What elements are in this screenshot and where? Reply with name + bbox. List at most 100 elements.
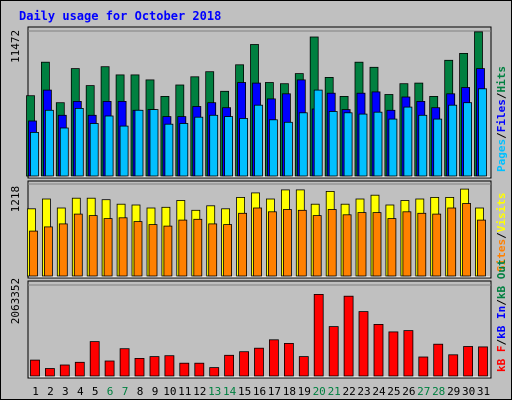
bar-kb-f-day-28: [433, 343, 444, 377]
bar-sites-day-10: [163, 225, 173, 277]
day-label-1: 1: [32, 385, 39, 398]
bar-kb-f-day-30: [463, 346, 474, 377]
panel-visits-scale-label: 1218: [9, 186, 22, 213]
bar-sites-day-29: [447, 207, 457, 277]
bar-pages-day-22: [343, 112, 353, 177]
bar-sites-day-6: [103, 218, 113, 277]
legend-item: Pages: [495, 139, 508, 172]
legend-item: kB In: [495, 306, 508, 339]
bar-kb-f-day-22: [343, 295, 354, 377]
day-label-29: 29: [447, 385, 460, 398]
bar-kb-f-day-25: [388, 331, 399, 377]
bar-sites-day-9: [148, 224, 158, 277]
day-label-12: 12: [193, 385, 206, 398]
bar-pages-day-4: [74, 108, 84, 177]
bar-kb-f-day-8: [134, 357, 145, 377]
bar-sites-day-18: [282, 209, 292, 277]
panel-requests-scale-label: 11472: [9, 30, 22, 63]
bar-pages-day-26: [403, 106, 413, 177]
bar-kb-f-day-5: [89, 341, 100, 377]
panel-volume-legend: kB F/kB In/kB Out: [495, 259, 508, 372]
bar-sites-day-26: [402, 211, 412, 277]
day-label-23: 23: [357, 385, 370, 398]
bar-kb-f-day-9: [149, 356, 160, 377]
day-label-26: 26: [402, 385, 415, 398]
legend-item: /: [495, 232, 508, 239]
day-label-4: 4: [77, 385, 84, 398]
panel-visits: 1218 Sites/Visits: [9, 180, 508, 279]
bar-sites-day-2: [44, 226, 53, 277]
legend-item: Hits: [495, 66, 508, 93]
bar-sites-day-12: [193, 218, 203, 277]
bar-kb-f-day-24: [373, 323, 384, 377]
day-label-17: 17: [268, 385, 281, 398]
bar-pages-day-21: [328, 111, 338, 177]
bar-kb-f-day-4: [74, 361, 85, 377]
legend-item: Files: [495, 99, 508, 132]
bar-pages-day-8: [134, 109, 144, 177]
panel-visits-legend: Sites/Visits: [495, 193, 508, 273]
day-label-6: 6: [107, 385, 114, 398]
bar-sites-day-28: [432, 213, 442, 277]
bar-pages-day-14: [224, 116, 234, 177]
bar-kb-f-day-18: [283, 342, 294, 377]
bar-pages-day-17: [268, 119, 278, 177]
bar-sites-day-23: [357, 212, 367, 277]
bar-sites-day-20: [312, 215, 322, 277]
bar-kb-f-day-2: [45, 368, 55, 377]
bar-kb-f-day-20: [313, 293, 324, 377]
bar-sites-day-3: [58, 223, 68, 277]
bar-pages-day-24: [373, 111, 383, 177]
bar-pages-day-31: [478, 88, 487, 177]
bar-pages-day-25: [388, 118, 398, 177]
bar-pages-day-19: [298, 112, 308, 177]
bar-sites-day-30: [462, 203, 472, 277]
bar-pages-day-2: [45, 109, 54, 177]
bar-kb-f-day-6: [104, 360, 115, 377]
day-label-11: 11: [178, 385, 191, 398]
day-label-2: 2: [47, 385, 54, 398]
bar-pages-day-29: [448, 104, 458, 177]
bar-sites-day-15: [238, 212, 248, 277]
bar-sites-day-11: [178, 219, 188, 277]
bar-sites-day-17: [267, 211, 277, 277]
bar-kb-f-day-15: [239, 351, 250, 377]
bar-pages-day-3: [59, 127, 69, 177]
bar-pages-day-28: [433, 118, 443, 177]
legend-item: /: [495, 339, 508, 346]
day-label-3: 3: [62, 385, 69, 398]
bar-pages-day-11: [179, 123, 189, 177]
day-label-16: 16: [253, 385, 266, 398]
legend-item: kB F: [495, 346, 508, 373]
bar-kb-f-day-1: [30, 359, 40, 377]
bar-kb-f-day-23: [358, 311, 369, 377]
day-label-5: 5: [92, 385, 99, 398]
bar-kb-f-day-27: [418, 356, 429, 377]
bar-sites-day-24: [372, 212, 382, 277]
day-label-25: 25: [387, 385, 400, 398]
day-label-28: 28: [432, 385, 445, 398]
bar-pages-day-15: [239, 118, 249, 177]
bar-kb-f-day-13: [209, 367, 220, 377]
bar-sites-day-16: [253, 207, 262, 277]
bar-sites-day-31: [477, 219, 486, 277]
day-label-24: 24: [372, 385, 386, 398]
bar-kb-f-day-12: [194, 362, 205, 377]
bar-sites-day-7: [118, 217, 128, 277]
bar-pages-day-12: [194, 116, 204, 177]
legend-item: Visits: [495, 193, 508, 233]
legend-item: /: [495, 299, 508, 306]
bar-pages-day-9: [149, 109, 159, 177]
bar-pages-day-30: [463, 102, 473, 177]
legend-item: Sites: [495, 239, 508, 272]
day-label-31: 31: [477, 385, 490, 398]
bar-pages-day-10: [164, 123, 174, 177]
bar-pages-day-18: [283, 121, 293, 177]
day-label-20: 20: [313, 385, 326, 398]
bar-kb-f-day-16: [254, 347, 264, 377]
bar-kb-f-day-3: [59, 364, 70, 377]
bar-pages-day-5: [89, 123, 99, 177]
day-label-14: 14: [223, 385, 237, 398]
